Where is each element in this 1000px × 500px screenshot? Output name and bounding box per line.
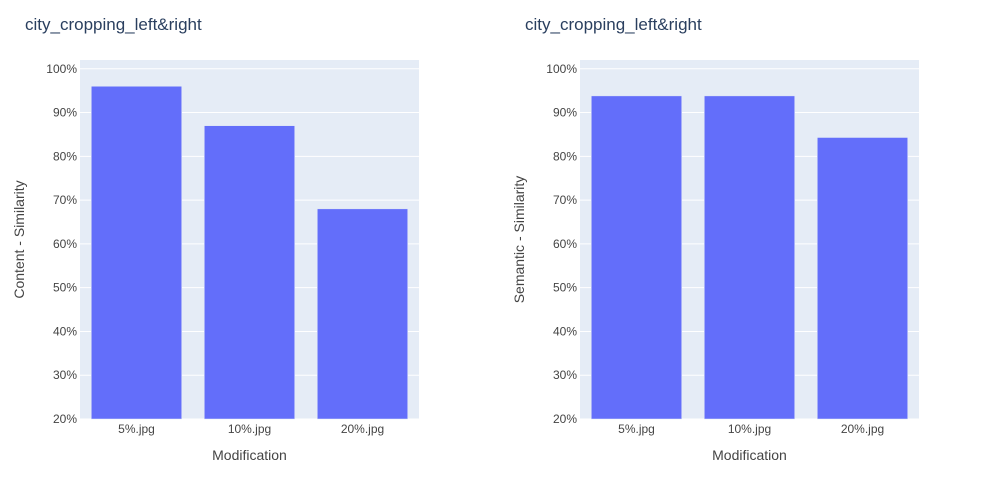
x-tick-label: 10%.jpg — [728, 422, 771, 436]
y-axis-title: Content - Similarity — [11, 180, 27, 298]
chart-title: city_cropping_left&right — [25, 15, 202, 34]
x-tick-label: 20%.jpg — [841, 422, 884, 436]
y-tick-label: 30% — [553, 368, 577, 382]
y-tick-label: 60% — [553, 237, 577, 251]
x-tick-label: 10%.jpg — [228, 422, 271, 436]
y-tick-label: 100% — [546, 62, 577, 76]
y-tick-label: 100% — [46, 62, 77, 76]
bar-10jpg[interactable] — [204, 125, 295, 420]
y-tick-label: 50% — [53, 281, 77, 295]
y-tick-label: 30% — [53, 368, 77, 382]
y-tick-label: 20% — [553, 412, 577, 426]
y-tick-label: 70% — [53, 193, 77, 207]
x-tick-label: 5%.jpg — [618, 422, 655, 436]
bar-10jpg[interactable] — [704, 95, 795, 420]
x-axis-title: Modification — [712, 447, 787, 463]
bar-5jpg[interactable] — [591, 95, 682, 420]
bar-20jpg[interactable] — [817, 137, 908, 420]
y-tick-label: 20% — [53, 412, 77, 426]
y-tick-label: 40% — [53, 324, 77, 338]
y-tick-label: 70% — [553, 193, 577, 207]
x-tick-label: 20%.jpg — [341, 422, 384, 436]
x-tick-label: 5%.jpg — [118, 422, 155, 436]
x-axis-title: Modification — [212, 447, 287, 463]
y-tick-label: 60% — [53, 237, 77, 251]
y-tick-label: 90% — [553, 106, 577, 120]
y-axis-title: Semantic - Similarity — [511, 176, 527, 304]
subplot-1: 20% 30% 40% 50% 60% 70% 80% 90% 100% 5%.jpg 10%.jp… — [11, 15, 419, 463]
y-tick-label: 50% — [553, 281, 577, 295]
y-tick-label: 80% — [553, 149, 577, 163]
bar-20jpg[interactable] — [317, 208, 408, 420]
bar-5jpg[interactable] — [91, 86, 182, 420]
y-tick-label: 40% — [553, 324, 577, 338]
y-tick-label: 80% — [53, 149, 77, 163]
subplot-2: 20% 30% 40% 50% 60% 70% 80% 90% 100% 5%.jpg 10%.jp… — [511, 15, 919, 463]
chart-title: city_cropping_left&right — [525, 15, 702, 34]
y-tick-label: 90% — [53, 106, 77, 120]
